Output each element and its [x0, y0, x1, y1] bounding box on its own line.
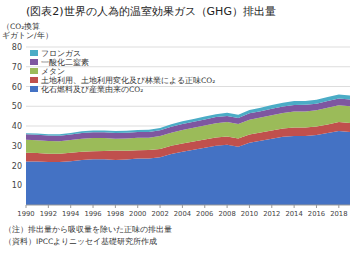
area [26, 94, 350, 135]
y-tick-label: 30 [12, 142, 22, 151]
x-tick-label: 2002 [151, 210, 168, 218]
y-tick-label: 20 [12, 162, 22, 171]
x-tick-label: 1996 [84, 210, 101, 218]
x-tick-label: 2004 [174, 210, 191, 218]
legend-label: 一酸化二窒素 [41, 58, 89, 67]
y-tick-label: 40 [12, 122, 22, 131]
x-tick-label: 1998 [107, 210, 124, 218]
legend-label: フロンガス [41, 49, 81, 58]
y-tick-label: 80 [12, 43, 22, 52]
legend-swatch [30, 50, 38, 56]
legend-label: 化石燃料及び産業由来のCO₂ [41, 85, 143, 94]
x-tick [204, 205, 205, 208]
x-tick [137, 205, 138, 208]
x-tick [338, 205, 339, 208]
legend-label: メタン [41, 67, 65, 76]
legend-swatch [30, 68, 38, 74]
y-tick-label: 60 [12, 83, 22, 92]
x-tick-label: 2000 [129, 210, 146, 218]
x-tick [93, 205, 94, 208]
x-axis-line [26, 205, 350, 206]
y-axis-label: （CO₂換算 [2, 22, 40, 31]
x-tick-label: 2010 [241, 210, 258, 218]
x-tick [294, 205, 295, 208]
x-tick-label: 1992 [40, 210, 57, 218]
x-tick [249, 205, 250, 208]
x-tick [316, 205, 317, 208]
x-tick-label: 2006 [196, 210, 213, 218]
y-tick-label: 10 [12, 181, 22, 190]
x-tick [26, 205, 27, 208]
x-tick-label: 2016 [308, 210, 325, 218]
x-tick [271, 205, 272, 208]
area [26, 105, 350, 154]
chart: (図表2)世界の人為的温室効果ガス（GHG）排出量 （CO₂換算ギガトン/年） 10… [0, 0, 358, 260]
y-tick-label: 50 [12, 102, 22, 111]
x-tick-label: 2014 [285, 210, 302, 218]
title: (図表2)世界の人為的温室効果ガス（GHG）排出量 [26, 5, 276, 18]
x-tick-label: 2018 [330, 210, 347, 218]
legend: フロンガス一酸化二窒素メタン土地利用、土地利用変化及び林業による正味CO₂化石燃… [30, 49, 215, 94]
x-tick-label: 1994 [62, 210, 79, 218]
x-tick-label: 2012 [263, 210, 280, 218]
legend-swatch [30, 86, 38, 92]
annotation: （注）排出量から吸収量を除いた正味の排出量 [4, 225, 172, 234]
legend-swatch [30, 77, 38, 83]
areas [26, 94, 350, 205]
x-tick [115, 205, 116, 208]
y-axis-label: ギガトン/年） [2, 31, 53, 40]
x-tick-label: 2008 [218, 210, 235, 218]
x-tick [182, 205, 183, 208]
annotation: （資料）IPCCよりニッセイ基礎研究所作成 [4, 237, 157, 246]
x-tick [227, 205, 228, 208]
x-tick [70, 205, 71, 208]
area [26, 99, 350, 142]
grid-line [26, 47, 350, 48]
x-tick [160, 205, 161, 208]
x-tick [48, 205, 49, 208]
x-tick-label: 1990 [17, 210, 34, 218]
legend-label: 土地利用、土地利用変化及び林業による正味CO₂ [41, 76, 215, 85]
y-tick-label: 70 [12, 63, 22, 72]
legend-swatch [30, 59, 38, 65]
